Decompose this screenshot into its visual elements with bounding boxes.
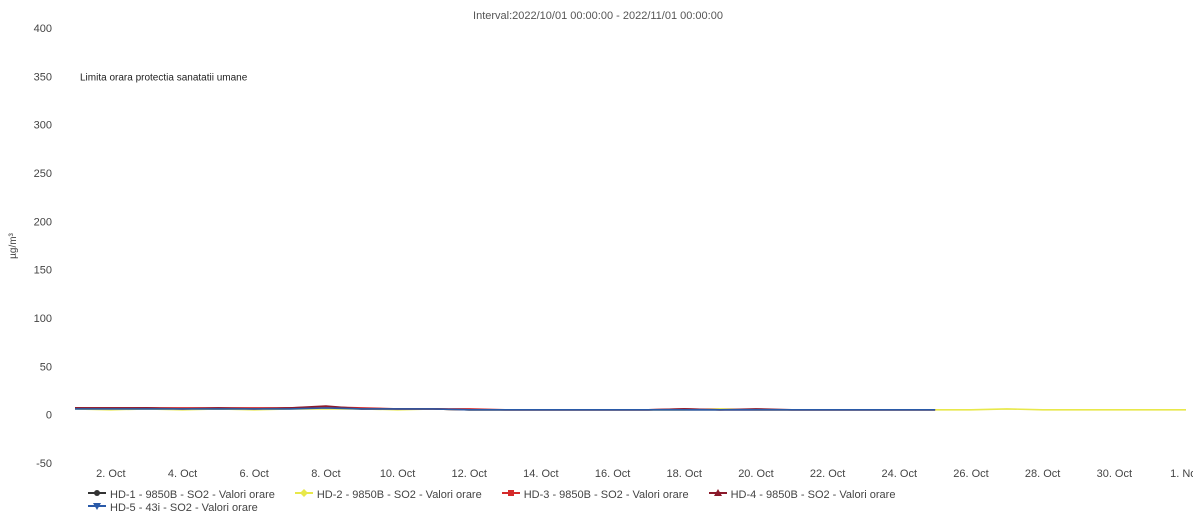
legend-marker-icon [88,488,106,501]
x-tick-label: 2. Oct [96,468,125,480]
legend-row: HD-5 - 43i - SO2 - Valori orare [88,501,1188,514]
x-tick-label: 22. Oct [810,468,845,480]
x-axis-ticks: 2. Oct 4. Oct 6. Oct 8. Oct 10. Oct 12. Oct 14… [96,468,1193,480]
y-tick-label: 150 [34,265,52,277]
y-axis-label: µg/m³ [8,232,19,258]
y-tick-label: -50 [36,458,52,470]
legend-label: HD-5 - 43i - SO2 - Valori orare [110,501,258,514]
legend-marker-icon [294,488,313,501]
legend-marker-icon [88,501,106,514]
legend-item[interactable]: HD-1 - 9850B - SO2 - Valori orare [88,488,275,501]
legend-label: HD-4 - 9850B - SO2 - Valori orare [730,488,896,501]
y-tick-label: 0 [46,410,52,422]
y-tick-label: 350 [34,71,52,83]
legend-label: HD-3 - 9850B - SO2 - Valori orare [523,488,689,501]
legend-item[interactable]: HD-5 - 43i - SO2 - Valori orare [88,501,258,514]
x-tick-label: 28. Oct [1025,468,1060,480]
x-tick-label: 4. Oct [168,468,197,480]
x-tick-label: 6. Oct [240,468,269,480]
y-axis-ticks: -50 0 50 100 150 200 250 300 350 400 [34,23,52,470]
y-tick-label: 100 [34,313,52,325]
annotation-label: Limita orara protectia sanatatii umane [80,72,248,83]
x-tick-label: 12. Oct [451,468,486,480]
x-tick-label: 24. Oct [882,468,917,480]
legend-label: HD-2 - 9850B - SO2 - Valori orare [316,488,482,501]
x-tick-label: 30. Oct [1097,468,1132,480]
x-tick-label: 26. Oct [953,468,988,480]
legend-marker-icon [501,488,520,501]
chart-legend: HD-1 - 9850B - SO2 - Valori orare HD-2 - … [88,488,1188,514]
x-tick-label: 1. Nov [1170,468,1193,480]
x-tick-label: 8. Oct [311,468,340,480]
y-tick-label: 300 [34,120,52,132]
legend-label: HD-1 - 9850B - SO2 - Valori orare [110,488,275,501]
legend-row: HD-1 - 9850B - SO2 - Valori orare HD-2 - … [88,488,1188,501]
legend-item[interactable]: HD-4 - 9850B - SO2 - Valori orare [708,488,896,501]
series-lines [74,405,1186,411]
x-tick-label: 16. Oct [595,468,630,480]
y-tick-label: 250 [34,168,52,180]
y-tick-label: 50 [40,361,52,373]
legend-item[interactable]: HD-3 - 9850B - SO2 - Valori orare [501,488,689,501]
chart-annotations: Limita orara protectia sanatatii umane [80,72,248,83]
x-tick-label: 20. Oct [738,468,773,480]
chart-title: Interval:2022/10/01 00:00:00 - 2022/11/0… [473,10,723,22]
x-tick-label: 18. Oct [667,468,702,480]
y-tick-label: 400 [34,23,52,35]
x-tick-label: 14. Oct [523,468,558,480]
x-tick-label: 10. Oct [380,468,415,480]
series-line [75,407,936,411]
y-tick-label: 200 [34,216,52,228]
legend-item[interactable]: HD-2 - 9850B - SO2 - Valori orare [294,488,482,501]
legend-marker-icon [708,488,727,501]
